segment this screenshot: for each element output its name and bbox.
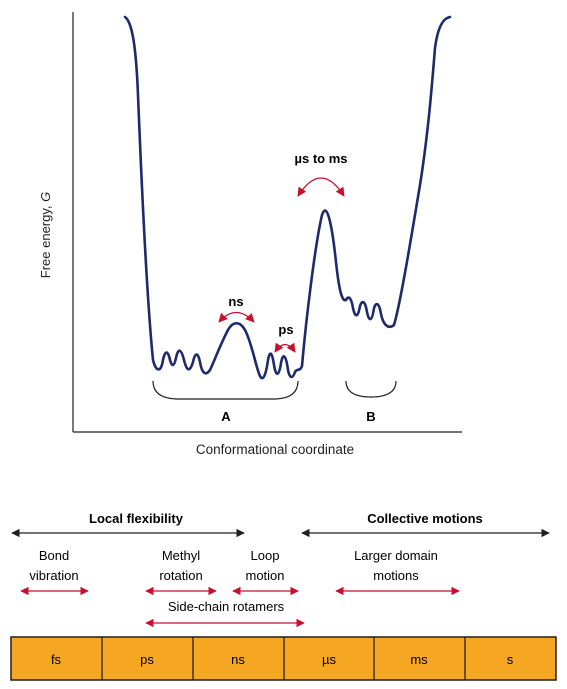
loop-motion-label-line1: Loop [251,548,280,563]
bar-cell-s: s [507,652,514,667]
state-a-bracket [153,381,298,399]
timescale-bar: fs ps ns µs ms s [11,637,556,680]
y-axis-label: Free energy, G [38,192,53,278]
ns-transition-arrow [219,313,254,323]
domain-motions-label-line1: Larger domain [354,548,438,563]
local-flexibility-label: Local flexibility [89,511,184,526]
loop-motion-label-line2: motion [245,568,284,583]
methyl-rotation-label-line1: Methyl [162,548,200,563]
state-b-label: B [366,409,375,424]
bond-vibration-label-line2: vibration [29,568,78,583]
bar-cell-ns: ns [231,652,245,667]
methyl-rotation-label-line2: rotation [159,568,202,583]
timescale-section: Local flexibility Collective motions Bon… [11,511,556,680]
bar-cell-us: µs [322,652,336,667]
bar-cell-ps: ps [140,652,154,667]
energy-landscape: Free energy, G Conformational coordinate… [38,12,462,457]
state-b-bracket [346,381,396,397]
state-a-label: A [221,409,231,424]
us-ms-transition-arrow [298,178,344,196]
domain-motions-label-line2: motions [373,568,419,583]
collective-motions-label: Collective motions [367,511,483,526]
ps-label: ps [278,322,293,337]
ns-label: ns [228,294,243,309]
ps-transition-arrow [275,345,295,353]
side-chain-rotamers-label: Side-chain rotamers [168,599,285,614]
bond-vibration-label-line1: Bond [39,548,69,563]
us-ms-label: µs to ms [294,151,347,166]
bar-cell-fs: fs [51,652,62,667]
bar-cell-ms: ms [410,652,428,667]
x-axis-label: Conformational coordinate [196,442,354,457]
